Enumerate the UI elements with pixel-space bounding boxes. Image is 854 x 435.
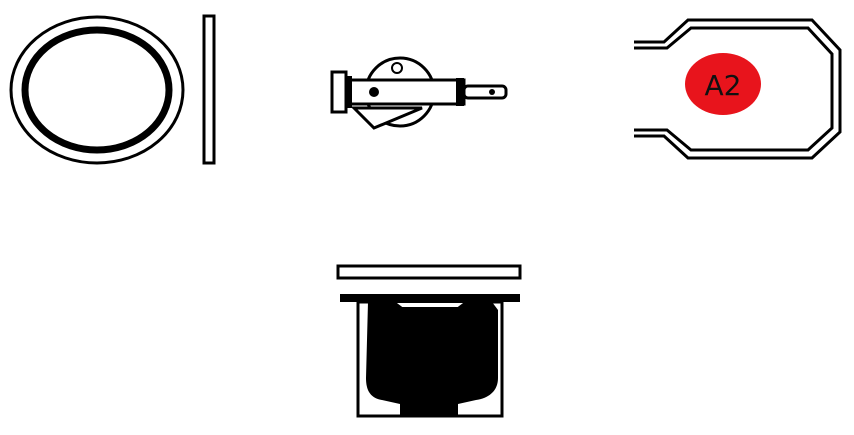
valve-indicator-dot [369,87,379,97]
clip-wire-outer [634,18,842,160]
valve-disc-hole [391,62,403,74]
spring-clip: A2 [632,16,844,162]
cup-body [366,302,498,416]
valve-body [338,78,466,106]
valve-end-cap [330,70,348,114]
gasket-ring [8,14,220,166]
gasket-outer-ring [9,15,185,165]
clip-badge [685,53,761,115]
clip-badge-label: A2 [705,69,742,102]
gasket-side-profile [202,14,216,165]
valve-collar [456,78,464,106]
valve-assembly [330,52,510,132]
valve-pin-hole [489,89,495,95]
valve-pin [462,84,508,100]
valve-end-ring [346,76,352,108]
clip-wire-inner [634,26,834,152]
cup-rim [340,294,520,302]
cup-lid-plate [336,264,522,280]
valve-flap [350,106,423,130]
cup-shoulder [391,301,469,309]
gasket-inner-ring [21,26,173,154]
cup-insert [334,262,524,422]
